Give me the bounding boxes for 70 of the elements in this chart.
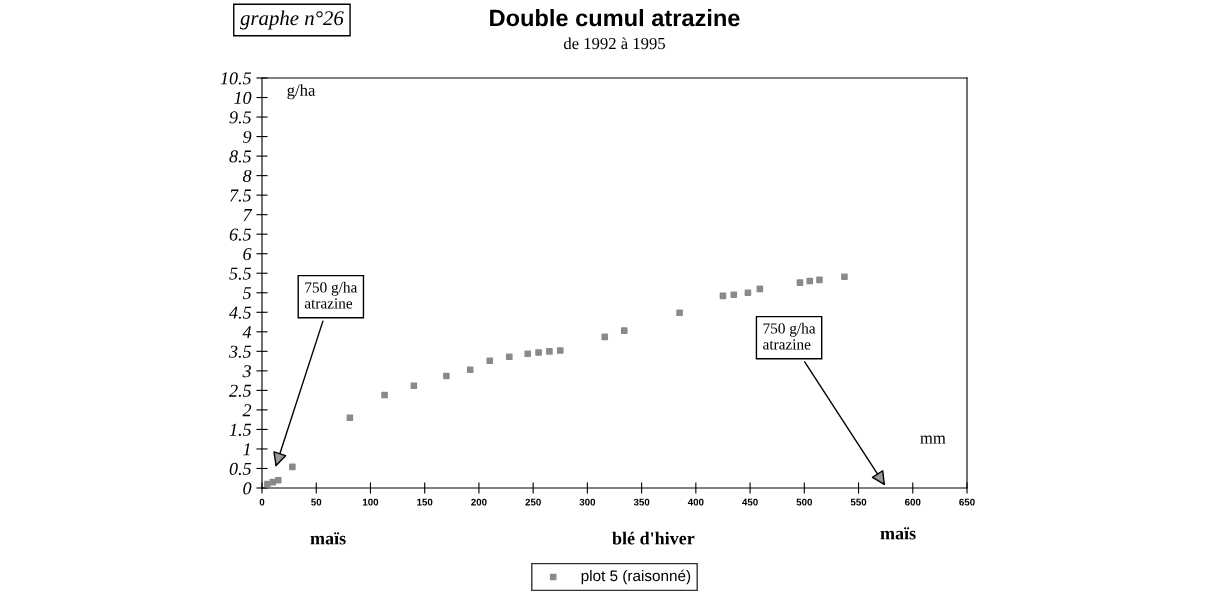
y-tick-label: 6 [243,248,252,261]
y-tick-label: 9.5 [229,111,252,124]
y-tick-label: 3 [242,365,251,378]
x-tick-label: 100 [362,498,379,506]
legend-label: plot 5 (raisonné) [581,569,691,585]
point [466,366,474,373]
x-tick-label: 50 [311,498,322,506]
text: graphe n°26 [240,10,344,30]
point [264,480,271,488]
point [505,353,513,361]
y-tick-label: 2 [242,404,252,417]
y-tick-label: 5.5 [229,267,252,280]
y-tick-label: 0.5 [229,462,252,475]
x-tick-label: 650 [959,498,975,506]
y-tick-label: 10.5 [220,72,252,85]
y-tick-label: 7.5 [230,189,252,202]
y-tick-label: 6.5 [229,228,252,241]
point [841,273,848,281]
point [620,327,628,334]
y-tick-label: 10 [234,91,252,104]
point [486,357,494,364]
text: blé d'hiver [612,531,695,545]
y-axis-title: g/ha [287,84,316,100]
y-tick-label: 1 [243,443,250,456]
point [806,277,814,285]
point [535,349,542,356]
point [289,463,296,471]
y-tick-label: 8 [242,169,252,183]
x-tick-label: 150 [417,498,433,506]
x-tick-label: 300 [579,498,596,506]
y-tick-label: 2.5 [229,384,252,397]
y-tick-label: 0 [243,482,252,495]
y-tick-label: 4 [242,326,252,339]
point [816,276,823,284]
annotation: 750 g/ha atrazine [763,322,816,350]
x-tick-label: 350 [633,498,650,506]
point [730,291,738,299]
point [744,289,752,297]
y-tick-label: 8.5 [229,150,252,163]
x-tick-label: 0 [259,498,265,506]
text: maïs [880,527,916,540]
point [556,347,564,354]
point [524,350,532,357]
annotation: 750 g/ha atrazine [304,281,358,309]
chart-title: Double cumul atrazine [490,9,740,27]
x-tick-label: 200 [471,498,487,506]
point [546,348,553,355]
point [601,333,609,341]
y-tick-label: 7 [243,209,253,221]
y-tick-label: 4.5 [229,306,252,319]
point [274,476,282,484]
x-tick-label: 550 [850,498,867,506]
x-tick-label: 500 [796,498,813,506]
x-tick-label: 600 [905,498,921,506]
y-tick-label: 3.5 [228,345,252,358]
x-tick-label: 450 [742,498,758,506]
point [410,382,418,389]
point [796,279,804,286]
point [381,391,388,399]
y-tick-label: 1.5 [229,423,252,436]
y-tick-label: 5 [242,287,252,300]
point [676,309,683,316]
x-tick-label: 250 [525,498,541,506]
point [443,372,450,380]
x-axis-title: mm [920,435,946,444]
y-tick-label: 9 [243,130,252,144]
x-tick-label: 400 [687,498,704,506]
text: maïs [310,532,346,545]
point [346,414,354,422]
chart-subtitle: de 1992 à 1995 [563,37,665,50]
